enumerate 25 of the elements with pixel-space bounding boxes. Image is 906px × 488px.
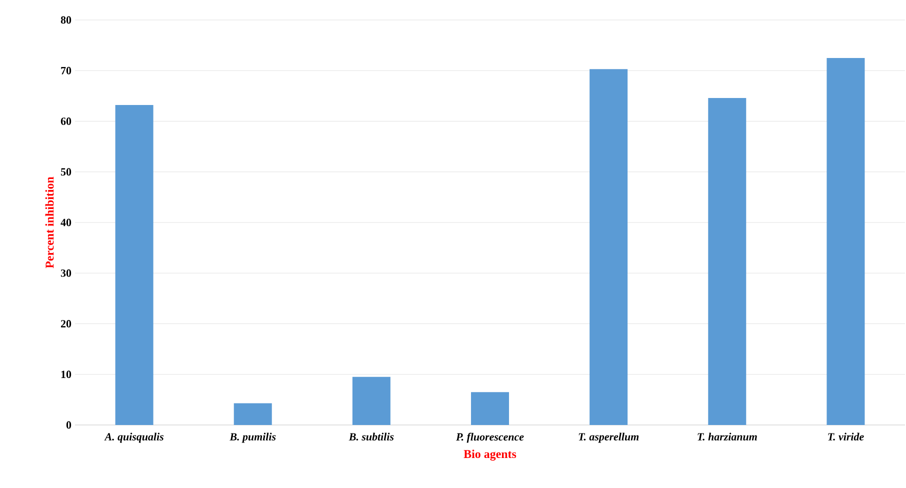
bar (471, 392, 510, 425)
bar (234, 403, 272, 425)
x-axis-title: Bio agents (464, 450, 516, 461)
y-tick-label: 60 (60, 118, 72, 125)
y-axis-title: Percent inhibition (45, 176, 54, 268)
x-tick-label: T. asperellum (578, 432, 639, 443)
x-tick-label: T. viride (828, 432, 864, 441)
y-tick-label: 50 (60, 168, 72, 176)
y-tick-label: 20 (60, 320, 72, 328)
x-tick-label: A. quisqualis (104, 432, 164, 443)
y-tick-label: 80 (60, 16, 72, 24)
x-tick-label: B. subtilis (348, 432, 394, 441)
bar (115, 105, 154, 425)
x-tick-label: T. harzianum (698, 432, 757, 441)
y-tick-label: 30 (60, 269, 72, 277)
x-tick-label: P. fluorescence (456, 432, 524, 443)
bar (826, 58, 865, 425)
bar (708, 98, 746, 425)
bar (590, 69, 628, 425)
y-tick-label: 70 (61, 66, 72, 74)
y-tick-label: 0 (66, 421, 72, 429)
y-tick-label: 40 (60, 218, 72, 226)
x-tick-label: B. pumilis (230, 432, 276, 443)
bar (352, 376, 390, 425)
y-tick-label: 10 (61, 370, 72, 378)
